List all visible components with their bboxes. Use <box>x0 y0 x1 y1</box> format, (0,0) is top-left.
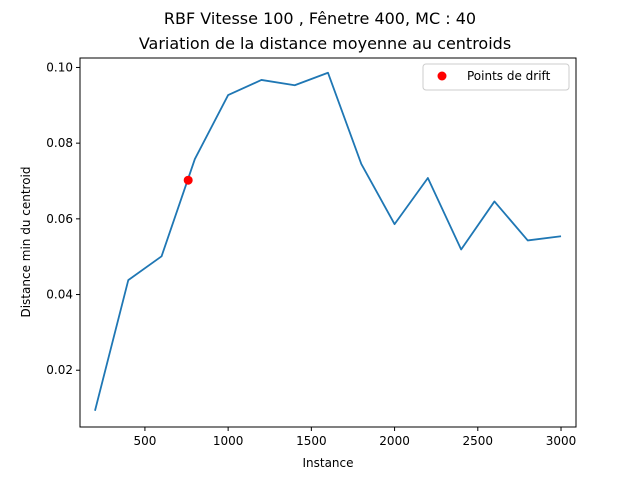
x-tick-label: 1500 <box>296 434 327 448</box>
series-layer <box>94 71 562 411</box>
plot-frame <box>79 57 577 428</box>
x-tick-label: 2000 <box>379 434 410 448</box>
legend: Points de drift <box>422 63 570 91</box>
legend-marker-drift <box>437 71 447 81</box>
y-tick-label: 0.06 <box>46 212 73 226</box>
x-axis-label: Instance <box>302 456 353 470</box>
legend-label-drift: Points de drift <box>467 69 551 83</box>
y-tick-label: 0.02 <box>46 363 73 377</box>
y-axis-label: Distance min du centroid <box>19 166 33 317</box>
chart-suptitle: RBF Vitesse 100 , Fênetre 400, MC : 40 <box>164 9 476 28</box>
plot-background <box>80 58 576 427</box>
x-tick-label: 1000 <box>213 434 244 448</box>
chart-title: Variation de la distance moyenne au cent… <box>139 34 511 53</box>
scatter-layer <box>183 175 193 185</box>
x-axis-ticks: 500 1000 1500 2000 2500 3000 <box>133 427 576 448</box>
y-axis-ticks: 0.02 0.04 0.06 0.08 0.10 <box>46 60 80 377</box>
legend-box <box>422 63 570 91</box>
y-tick-label: 0.08 <box>46 136 73 150</box>
y-tick-label: 0.10 <box>46 60 73 74</box>
y-tick-label: 0.04 <box>46 288 73 302</box>
drift-point <box>183 175 193 185</box>
x-tick-label: 500 <box>133 434 156 448</box>
x-tick-label: 3000 <box>546 434 577 448</box>
x-tick-label: 2500 <box>463 434 494 448</box>
series-line-distance <box>94 71 562 411</box>
plot-area <box>80 58 576 427</box>
